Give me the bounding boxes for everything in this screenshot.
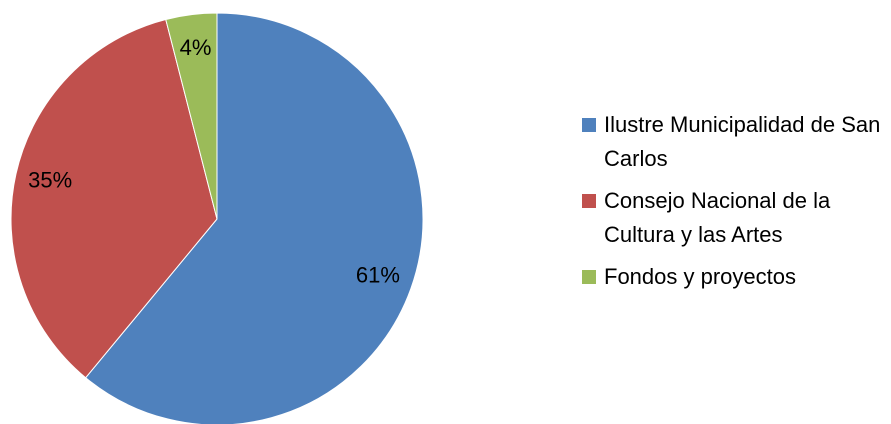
data-label: 35% xyxy=(28,168,72,193)
pie-slice xyxy=(84,12,424,424)
pie-slice xyxy=(10,18,218,379)
legend-label: Fondos y proyectos xyxy=(604,264,796,289)
legend-item: Fondos y proyectos xyxy=(582,260,882,294)
legend-swatch xyxy=(582,194,596,208)
data-label: 4% xyxy=(180,35,212,60)
legend: Ilustre Municipalidad de San Carlos Conse… xyxy=(582,108,882,302)
data-label: 61% xyxy=(356,263,400,288)
legend-label: Ilustre Municipalidad de San Carlos xyxy=(604,112,881,171)
pie-slice xyxy=(165,12,218,220)
legend-swatch xyxy=(582,270,596,284)
legend-item: Ilustre Municipalidad de San Carlos xyxy=(582,108,882,176)
legend-label: Consejo Nacional de la Cultura y las Art… xyxy=(604,188,831,247)
legend-swatch xyxy=(582,118,596,132)
legend-item: Consejo Nacional de la Cultura y las Art… xyxy=(582,184,882,252)
